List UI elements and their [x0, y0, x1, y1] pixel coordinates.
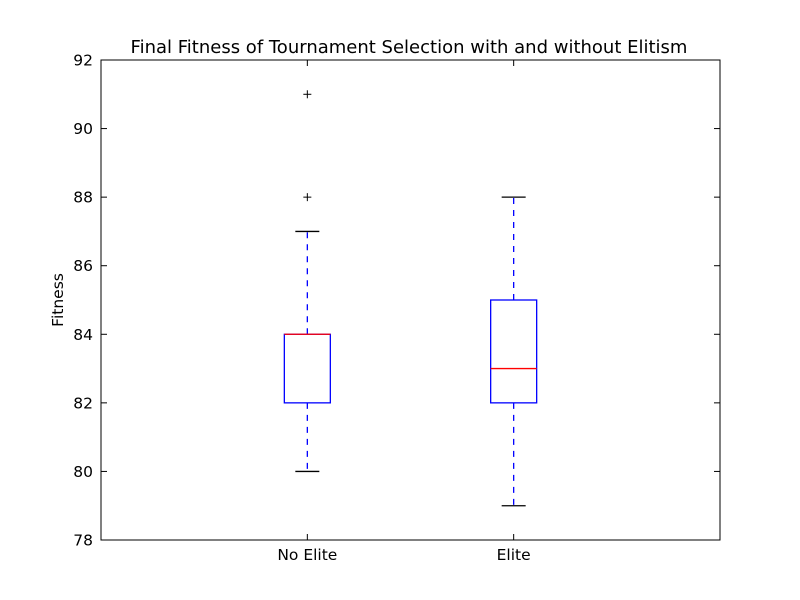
- y-tick-label: 82: [73, 394, 93, 412]
- box-iqr: [283, 333, 331, 404]
- y-tick-label: 78: [73, 532, 93, 550]
- x-tick-label: No Elite: [277, 546, 337, 564]
- y-tick-label: 84: [73, 326, 93, 344]
- outlier-marker: [303, 90, 312, 99]
- y-axis-label: Fitness: [49, 273, 67, 327]
- x-tick-label: Elite: [497, 546, 531, 564]
- y-tick-label: 92: [73, 52, 93, 70]
- chart-title: Final Fitness of Tournament Selection wi…: [131, 37, 688, 58]
- y-tick-label: 80: [73, 463, 93, 481]
- y-tick-label: 90: [73, 120, 93, 138]
- plot-area: 78 80 82 84 86 88 90 92 No Elite Elite: [73, 52, 721, 564]
- outlier-marker: [303, 193, 312, 202]
- y-tick-label: 88: [73, 189, 93, 207]
- y-tick-label: 86: [73, 257, 93, 275]
- axes-frame: [100, 59, 721, 541]
- box-iqr: [490, 299, 538, 404]
